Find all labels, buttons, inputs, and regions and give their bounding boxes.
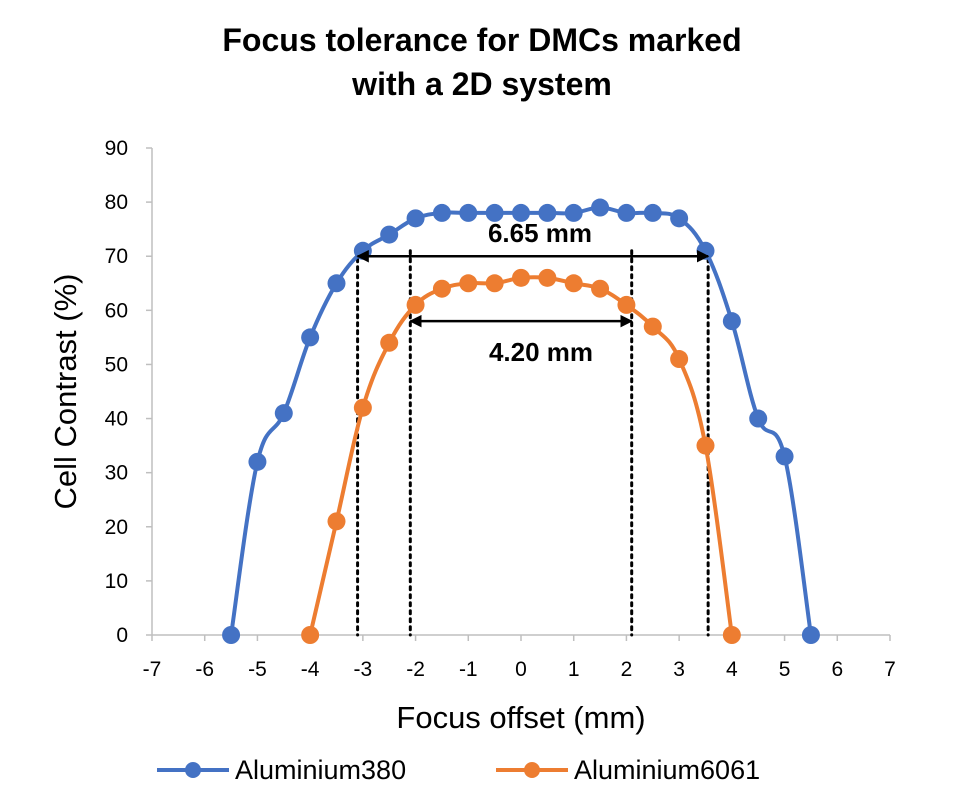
x-tick-label: 2: [621, 658, 633, 681]
chart-title-line-1: Focus tolerance for DMCs marked: [222, 22, 742, 58]
data-point-aluminium380: [274, 404, 293, 423]
data-point-aluminium6061: [512, 268, 530, 287]
data-point-aluminium380: [775, 447, 794, 466]
x-tick-label: 6: [831, 658, 843, 681]
data-point-aluminium6061: [459, 274, 478, 293]
data-point-aluminium380: [538, 203, 557, 222]
data-point-aluminium380: [301, 328, 320, 347]
data-point-aluminium6061: [591, 279, 610, 298]
legend-item-aluminium6061: Aluminium6061: [494, 752, 760, 788]
legend-marker-aluminium6061: [496, 762, 568, 778]
y-tick-label: 20: [105, 516, 128, 539]
x-tick-label: -2: [406, 658, 425, 681]
x-tick-label: 5: [779, 658, 791, 681]
y-tick-label: 30: [105, 462, 128, 485]
data-point-aluminium380: [485, 203, 504, 222]
data-point-aluminium6061: [643, 317, 662, 336]
x-tick-label: 7: [884, 658, 896, 681]
y-tick-label: 70: [105, 245, 128, 268]
x-tick-label: 0: [515, 658, 527, 681]
data-point-aluminium380: [564, 203, 583, 222]
data-point-aluminium6061: [617, 295, 636, 314]
x-tick-label: -7: [143, 658, 162, 681]
data-point-aluminium380: [432, 203, 451, 222]
data-point-aluminium380: [643, 203, 662, 222]
y-tick-label: 10: [105, 570, 128, 593]
x-tick-label: -6: [195, 658, 214, 681]
data-point-aluminium6061: [353, 398, 372, 417]
dimension-label: 4.20 mm: [489, 337, 593, 367]
data-point-aluminium380: [406, 209, 425, 228]
x-tick-label: 1: [568, 658, 580, 681]
data-point-aluminium6061: [301, 626, 320, 644]
y-tick-label: 90: [105, 137, 128, 160]
data-point-aluminium380: [591, 198, 610, 217]
data-point-aluminium6061: [696, 436, 715, 455]
data-point-aluminium380: [670, 209, 689, 228]
data-point-aluminium380: [380, 225, 399, 244]
data-point-aluminium380: [617, 203, 636, 222]
data-point-aluminium6061: [406, 295, 425, 314]
data-point-aluminium6061: [380, 333, 399, 352]
data-point-aluminium380: [749, 409, 768, 428]
line-chart: 0 10 20 30 40 50 60 70 80 90 -7 -6 -5 -4 -3 -2 -1 0 1 2 3 4 5 6…: [48, 137, 896, 735]
x-axis-title: Focus offset (mm): [396, 700, 645, 735]
chart-title-line-2: with a 2D system: [352, 66, 612, 102]
x-tick-label: -4: [301, 658, 320, 681]
chart-legend: Aluminium380 Aluminium6061: [0, 752, 964, 788]
legend-label-aluminium6061: Aluminium6061: [574, 754, 761, 785]
x-tick-label: -5: [248, 658, 267, 681]
data-point-aluminium6061: [670, 350, 689, 369]
data-point-aluminium380: [722, 312, 741, 331]
data-point-aluminium6061: [432, 279, 451, 298]
data-point-aluminium380: [512, 203, 530, 222]
data-point-aluminium6061: [564, 274, 583, 293]
x-tick-label: -3: [354, 658, 373, 681]
y-tick-label: 0: [116, 624, 128, 647]
data-point-aluminium6061: [722, 626, 741, 644]
y-axis-title: Cell Contrast (%): [48, 274, 83, 510]
x-tick-label: 3: [673, 658, 685, 681]
x-tick-label: -1: [459, 658, 478, 681]
data-point-aluminium380: [801, 626, 820, 644]
data-point-aluminium380: [327, 274, 346, 293]
data-point-aluminium380: [459, 203, 478, 222]
data-point-aluminium6061: [327, 512, 346, 531]
data-point-aluminium6061: [485, 274, 504, 293]
legend-item-aluminium380: Aluminium380: [155, 752, 406, 788]
y-tick-label: 50: [105, 353, 128, 376]
x-tick-label: 4: [726, 658, 738, 681]
data-point-aluminium6061: [538, 268, 557, 287]
y-tick-label: 60: [105, 299, 128, 322]
data-point-aluminium380: [222, 626, 241, 644]
legend-marker-aluminium380: [157, 762, 229, 778]
series-line-aluminium6061: [308, 275, 734, 636]
legend-label-aluminium380: Aluminium380: [235, 754, 407, 785]
dimension-label: 6.65 mm: [488, 218, 592, 248]
y-tick-label: 80: [105, 191, 128, 214]
y-tick-label: 40: [105, 408, 128, 431]
data-point-aluminium380: [248, 452, 267, 471]
chart-title: Focus tolerance for DMCs marked with a 2…: [0, 18, 964, 106]
